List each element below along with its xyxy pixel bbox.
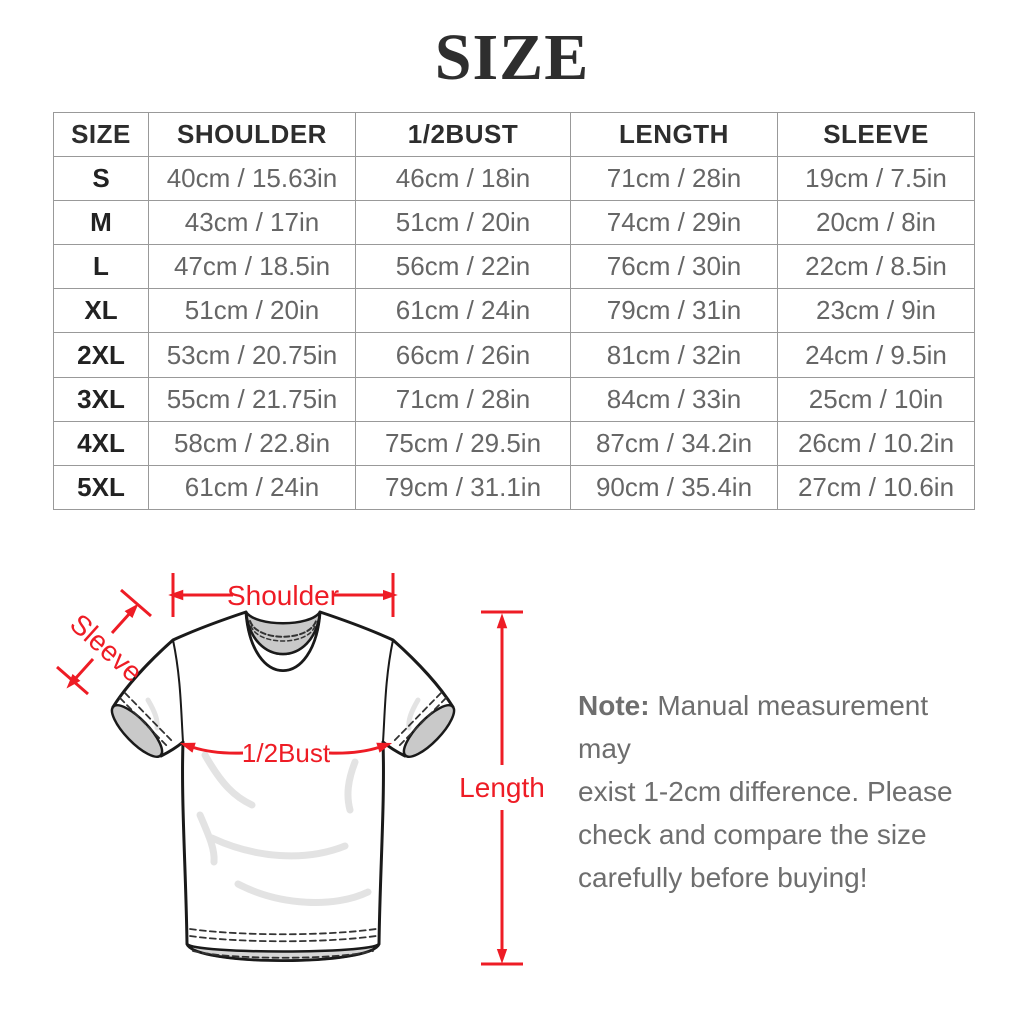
table-row: 5XL 61cm / 24in 79cm / 31.1in 90cm / 35.…	[53, 464, 975, 510]
bust-cell: 51cm / 20in	[355, 200, 571, 246]
length-cell: 79cm / 31in	[570, 288, 778, 334]
shoulder-label: Shoulder	[227, 580, 339, 611]
measurement-arrows	[56, 573, 523, 966]
table-header-row: SIZE SHOULDER 1/2BUST LENGTH SLEEVE	[53, 111, 975, 158]
header-length: LENGTH	[570, 111, 778, 158]
bust-cell: 61cm / 24in	[355, 288, 571, 334]
bust-cell: 66cm / 26in	[355, 332, 571, 378]
length-cell: 90cm / 35.4in	[570, 464, 778, 510]
bust-cell: 75cm / 29.5in	[355, 420, 571, 466]
size-cell: M	[53, 200, 149, 246]
header-sleeve: SLEEVE	[777, 111, 975, 158]
sleeve-cell: 24cm / 9.5in	[777, 332, 975, 378]
shoulder-cell: 40cm / 15.63in	[148, 156, 356, 202]
armhole-seam	[172, 639, 184, 743]
sleeve-cell: 23cm / 9in	[777, 288, 975, 334]
note-label: Note:	[578, 690, 650, 721]
bust-cell: 46cm / 18in	[355, 156, 571, 202]
page-title: SIZE	[434, 21, 590, 94]
note-text: Note: Manual measurement may exist 1-2cm…	[578, 684, 978, 899]
bust-cell: 56cm / 22in	[355, 244, 571, 290]
collar-stitch	[250, 625, 316, 642]
bust-label: 1/2Bust	[242, 738, 331, 768]
tshirt-illustration	[110, 610, 456, 962]
size-cell: 4XL	[53, 420, 149, 466]
sleeve-cell: 25cm / 10in	[777, 376, 975, 422]
bust-arrow	[179, 742, 393, 755]
size-cell: 2XL	[53, 332, 149, 378]
shoulder-cell: 58cm / 22.8in	[148, 420, 356, 466]
bust-cell: 71cm / 28in	[355, 376, 571, 422]
cuff-stitches	[119, 692, 447, 748]
header-bust: 1/2BUST	[355, 111, 571, 158]
length-cell: 84cm / 33in	[570, 376, 778, 422]
length-cell: 76cm / 30in	[570, 244, 778, 290]
sleeve-cell: 26cm / 10.2in	[777, 420, 975, 466]
shoulder-cell: 51cm / 20in	[148, 288, 356, 334]
sleeve-cell: 20cm / 8in	[777, 200, 975, 246]
table-row: 4XL 58cm / 22.8in 75cm / 29.5in 87cm / 3…	[53, 420, 975, 466]
shoulder-arrow	[168, 573, 398, 617]
length-arrow	[481, 610, 523, 966]
header-shoulder: SHOULDER	[148, 111, 356, 158]
shoulder-cell: 55cm / 21.75in	[148, 376, 356, 422]
length-cell: 71cm / 28in	[570, 156, 778, 202]
armhole-seam	[382, 639, 394, 743]
size-cell: L	[53, 244, 149, 290]
table-row: XL 51cm / 20in 61cm / 24in 79cm / 31in 2…	[53, 288, 975, 334]
shoulder-cell: 53cm / 20.75in	[148, 332, 356, 378]
sleeve-arrow	[56, 588, 152, 696]
shoulder-cell: 43cm / 17in	[148, 200, 356, 246]
sleeve-cell: 19cm / 7.5in	[777, 156, 975, 202]
header-size: SIZE	[53, 111, 149, 158]
size-cell: S	[53, 156, 149, 202]
bust-cell: 79cm / 31.1in	[355, 464, 571, 510]
size-cell: 5XL	[53, 464, 149, 510]
note-line: Note: Manual measurement may	[578, 690, 929, 764]
sleeve-cell: 27cm / 10.6in	[777, 464, 975, 510]
table-row: 2XL 53cm / 20.75in 66cm / 26in 81cm / 32…	[53, 332, 975, 378]
length-cell: 87cm / 34.2in	[570, 420, 778, 466]
shoulder-cell: 61cm / 24in	[148, 464, 356, 510]
size-cell: 3XL	[53, 376, 149, 422]
length-cell: 81cm / 32in	[570, 332, 778, 378]
wrinkle-shading	[145, 697, 421, 906]
note-line: carefully before buying!	[578, 862, 868, 893]
hem-stitches	[189, 928, 377, 959]
table-row: L 47cm / 18.5in 56cm / 22in 76cm / 30in …	[53, 244, 975, 290]
table-row: S 40cm / 15.63in 46cm / 18in 71cm / 28in…	[53, 156, 975, 202]
note-line: check and compare the size	[578, 819, 927, 850]
shoulder-cell: 47cm / 18.5in	[148, 244, 356, 290]
length-cell: 74cm / 29in	[570, 200, 778, 246]
length-label: Length	[459, 772, 545, 803]
collar-inner	[244, 610, 322, 656]
sleeve-cell: 22cm / 8.5in	[777, 244, 975, 290]
table-row: 3XL 55cm / 21.75in 71cm / 28in 84cm / 33…	[53, 376, 975, 422]
size-cell: XL	[53, 288, 149, 334]
note-line: exist 1-2cm difference. Please	[578, 776, 953, 807]
size-table: SIZE SHOULDER 1/2BUST LENGTH SLEEVE S 40…	[53, 111, 975, 510]
table-row: M 43cm / 17in 51cm / 20in 74cm / 29in 20…	[53, 200, 975, 246]
tshirt-size-diagram: Shoulder Sleeve 1/2Bust Length	[56, 573, 545, 966]
